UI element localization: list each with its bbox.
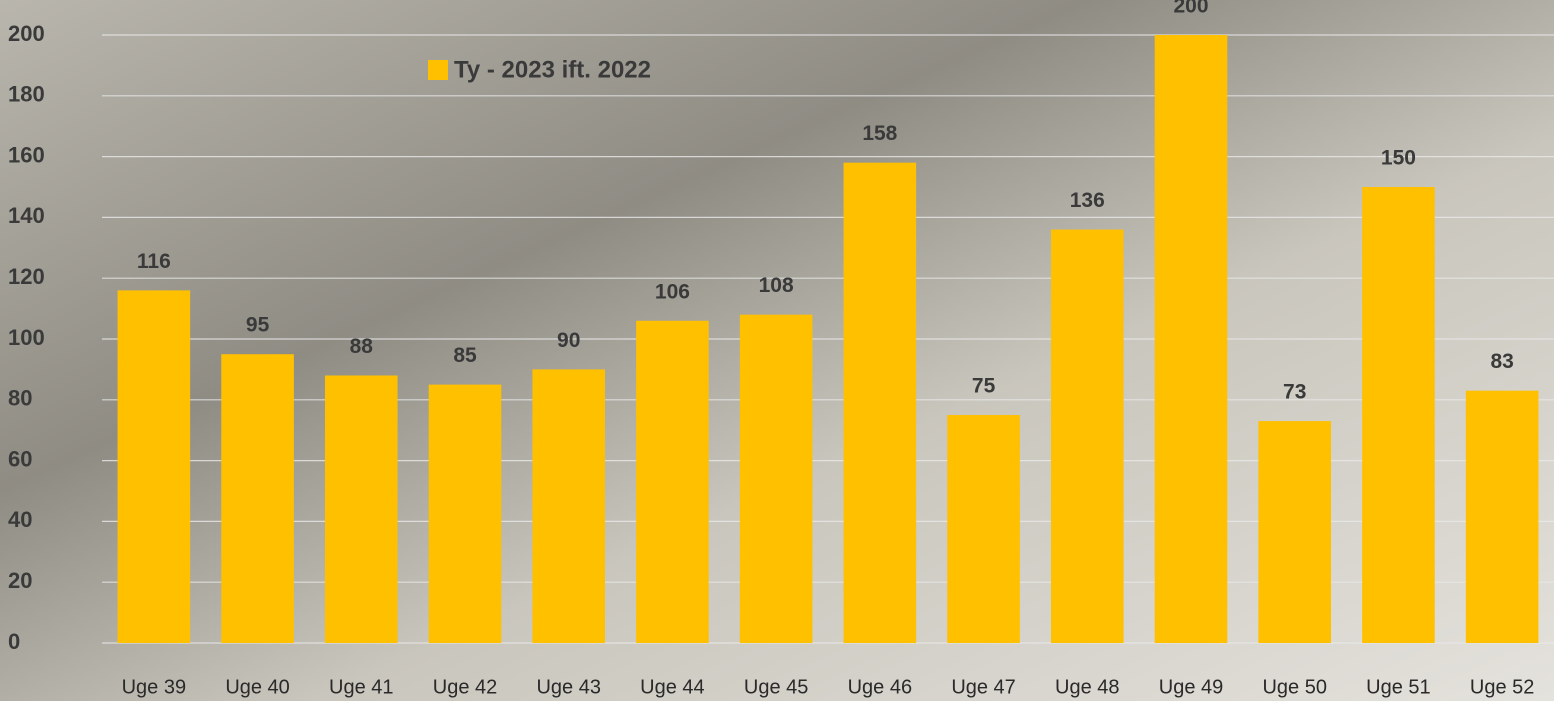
x-tick-label: Uge 44	[640, 676, 705, 698]
data-label: 95	[246, 314, 270, 337]
data-label: 75	[972, 375, 996, 398]
data-label: 88	[350, 335, 374, 358]
bar	[428, 384, 502, 643]
x-tick-label: Uge 39	[122, 676, 187, 698]
bar	[636, 320, 709, 643]
y-tick-label: 120	[8, 264, 45, 289]
y-tick-label: 20	[8, 568, 32, 593]
data-label: 150	[1381, 147, 1416, 170]
data-label: 136	[1070, 189, 1105, 212]
bar	[1154, 35, 1228, 643]
data-label: 200	[1173, 0, 1208, 18]
x-tick-label: Uge 45	[744, 676, 809, 698]
bar	[1362, 187, 1435, 643]
y-tick-label: 60	[8, 446, 32, 471]
y-tick-label: 100	[8, 325, 45, 350]
x-tick-label: Uge 48	[1055, 676, 1120, 698]
y-tick-label: 80	[8, 386, 32, 411]
bar	[843, 162, 917, 643]
x-tick-label: Uge 51	[1366, 676, 1431, 698]
y-tick-label: 40	[8, 507, 32, 532]
bar	[1050, 229, 1124, 643]
data-label: 106	[655, 280, 690, 303]
data-label: 83	[1490, 350, 1513, 373]
x-tick-label: Uge 40	[225, 676, 290, 698]
data-label: 73	[1283, 381, 1306, 404]
bar	[117, 290, 191, 643]
y-tick-label: 160	[8, 142, 45, 167]
bar	[739, 314, 813, 643]
x-tick-label: Uge 47	[951, 676, 1016, 698]
data-label: 90	[557, 329, 580, 352]
y-tick-label: 200	[8, 21, 45, 46]
bar	[324, 375, 398, 643]
bar	[947, 415, 1020, 643]
bar	[1258, 421, 1332, 643]
x-tick-label: Uge 41	[329, 676, 394, 698]
x-tick-label: Uge 50	[1262, 676, 1327, 698]
x-tick-label: Uge 52	[1470, 676, 1535, 698]
x-tick-label: Uge 49	[1159, 676, 1224, 698]
data-label: 108	[759, 274, 794, 297]
legend-swatch	[428, 60, 448, 80]
bar	[1465, 390, 1539, 643]
x-tick-label: Uge 43	[536, 676, 601, 698]
data-label: 158	[862, 122, 897, 145]
data-label: 85	[453, 344, 477, 367]
x-tick-label: Uge 46	[848, 676, 913, 698]
y-tick-label: 140	[8, 203, 45, 228]
y-tick-label: 0	[8, 629, 20, 654]
legend-label: Ty - 2023 ift. 2022	[454, 56, 651, 83]
data-label: 116	[137, 250, 171, 273]
bar	[532, 369, 606, 643]
y-tick-label: 180	[8, 82, 45, 107]
bar	[221, 354, 294, 643]
x-tick-label: Uge 42	[433, 676, 498, 698]
